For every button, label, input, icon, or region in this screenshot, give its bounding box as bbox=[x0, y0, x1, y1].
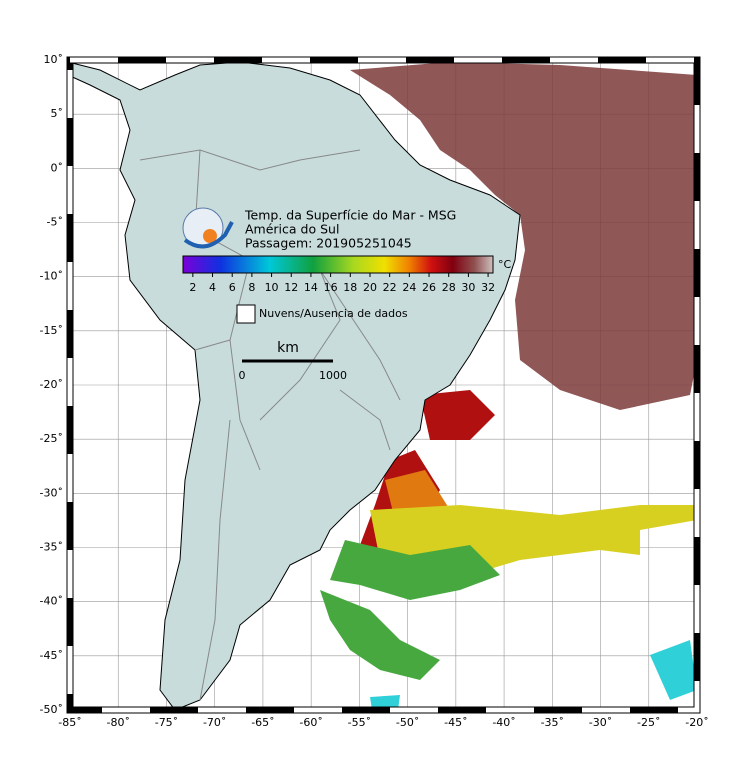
lat-tick-label: -25˚ bbox=[40, 432, 63, 445]
legend-label: Nuvens/Ausencia de dados bbox=[259, 307, 408, 320]
lat-tick-label: -45˚ bbox=[40, 649, 63, 662]
scale-label: 1000 bbox=[319, 369, 347, 382]
title-line: Passagem: 201905251045 bbox=[245, 236, 412, 251]
lat-tick-label: -40˚ bbox=[40, 595, 63, 608]
colorbar-tick-label: 6 bbox=[229, 281, 236, 294]
colorbar-tick-label: 14 bbox=[304, 281, 318, 294]
logo bbox=[182, 207, 234, 249]
colorbar-tick-label: 28 bbox=[442, 281, 456, 294]
lon-tick-label: -70˚ bbox=[203, 716, 226, 729]
title-line: América do Sul bbox=[245, 222, 339, 237]
colorbar-tick-label: 12 bbox=[284, 281, 298, 294]
colorbar-tick-label: 24 bbox=[402, 281, 416, 294]
lat-tick-label: 5˚ bbox=[51, 107, 64, 120]
sea-surface-warm bbox=[350, 62, 697, 410]
colorbar-tick-label: 26 bbox=[422, 281, 436, 294]
colorbar-tick-label: 20 bbox=[363, 281, 377, 294]
lon-tick-label: -65˚ bbox=[251, 716, 274, 729]
lon-tick-label: -80˚ bbox=[106, 716, 129, 729]
colorbar-tick-label: 8 bbox=[248, 281, 255, 294]
colorbar-tick-label: 30 bbox=[461, 281, 475, 294]
colorbar-unit: °C bbox=[498, 258, 512, 271]
colorbar-tick-label: 4 bbox=[209, 281, 216, 294]
lat-tick-label: -15˚ bbox=[40, 324, 63, 337]
lon-tick-label: -35˚ bbox=[541, 716, 564, 729]
lon-tick-label: -40˚ bbox=[492, 716, 515, 729]
lon-tick-label: -25˚ bbox=[637, 716, 660, 729]
colorbar-tick-label: 32 bbox=[481, 281, 495, 294]
lon-tick-label: -55˚ bbox=[348, 716, 371, 729]
lon-tick-label: -45˚ bbox=[444, 716, 467, 729]
lat-tick-label: 10˚ bbox=[44, 53, 64, 66]
title-line: Temp. da Superfície do Mar - MSG bbox=[244, 208, 456, 223]
sea-surface-green bbox=[320, 540, 500, 680]
lat-tick-label: -30˚ bbox=[40, 486, 63, 499]
lat-tick-label: -5˚ bbox=[47, 216, 63, 229]
lon-tick-label: -30˚ bbox=[589, 716, 612, 729]
lon-tick-label: -60˚ bbox=[299, 716, 322, 729]
lat-tick-label: -20˚ bbox=[40, 378, 63, 391]
lon-tick-label: -20˚ bbox=[685, 716, 708, 729]
frame-pattern bbox=[67, 57, 700, 713]
colorbar-tick-label: 10 bbox=[265, 281, 279, 294]
scale-unit: km bbox=[277, 340, 299, 356]
colorbar bbox=[182, 255, 494, 274]
lon-tick-label: -75˚ bbox=[155, 716, 178, 729]
lat-tick-label: -50˚ bbox=[40, 703, 63, 716]
colorbar-tick-label: 16 bbox=[324, 281, 338, 294]
scale-label: 0 bbox=[239, 369, 246, 382]
lon-tick-label: -85˚ bbox=[58, 716, 81, 729]
lat-tick-label: -35˚ bbox=[40, 541, 63, 554]
legend-swatch bbox=[236, 304, 256, 324]
colorbar-tick-label: 18 bbox=[343, 281, 357, 294]
colorbar-tick-label: 2 bbox=[189, 281, 196, 294]
colorbar-tick-label: 22 bbox=[383, 281, 397, 294]
lat-tick-label: 0˚ bbox=[51, 161, 64, 174]
lat-tick-label: -10˚ bbox=[40, 270, 63, 283]
lon-tick-label: -50˚ bbox=[396, 716, 419, 729]
